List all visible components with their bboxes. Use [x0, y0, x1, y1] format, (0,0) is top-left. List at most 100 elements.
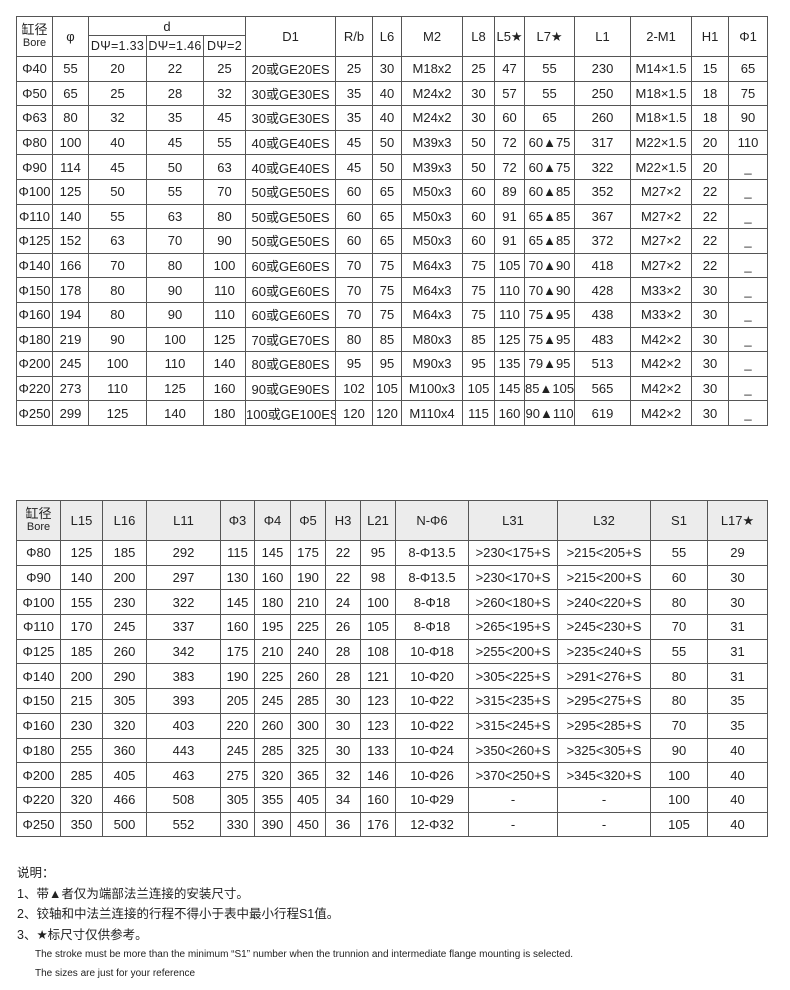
table-cell: 330	[220, 811, 255, 838]
table-cell: _	[728, 375, 769, 402]
table-cell: 60	[462, 203, 496, 230]
table-cell: 260	[574, 105, 632, 131]
table-cell: 175	[220, 638, 255, 665]
table-cell: 100或GE100ES	[245, 400, 337, 426]
table-cell: 260	[290, 663, 326, 690]
table-cell: 105	[360, 614, 396, 640]
header-col: Φ5	[290, 500, 326, 541]
table-cell: 65	[372, 203, 403, 230]
table-cell: 70▲90	[524, 277, 576, 303]
table-cell: 85	[372, 326, 403, 353]
table-cell: 45	[335, 154, 374, 180]
table-cell: 215	[60, 688, 103, 714]
table-row: Φ100 125 50 55 70 50或GE50ES 60 65 M50x3 60 89 60▲85…	[16, 178, 769, 205]
table-cell: 100	[360, 589, 396, 616]
table-cell: 8-Φ13.5	[395, 564, 469, 591]
table-cell: 443	[146, 737, 221, 764]
table-cell: 40或GE40ES	[245, 129, 337, 156]
table-cell: 60	[335, 203, 374, 230]
table-cell: 160	[220, 614, 255, 640]
table-cell: M50x3	[401, 178, 464, 205]
table-cell: 110	[146, 351, 204, 377]
table-cell: 450	[290, 811, 326, 838]
table-cell: 260	[102, 638, 147, 665]
table-cell: 30	[707, 564, 768, 591]
table-cell: M27×2	[630, 178, 693, 205]
table-cell: 110	[728, 129, 769, 156]
table-cell: 75▲95	[524, 326, 576, 353]
bore-cell: Φ125	[16, 638, 61, 665]
table-cell: 10-Φ29	[395, 786, 469, 813]
table-cell: 95	[462, 351, 496, 377]
table-cell: 75	[728, 80, 769, 107]
table-cell: M80x3	[401, 326, 464, 353]
table-cell: _	[728, 203, 769, 230]
table-cell: 30或GE30ES	[245, 105, 337, 131]
table-cell: 245	[102, 614, 147, 640]
table-cell: 63	[146, 203, 204, 230]
bore-cell: Φ180	[16, 737, 61, 764]
table-cell: 32	[202, 80, 247, 107]
table-cell: 30	[691, 326, 730, 353]
table-cell: 110	[88, 375, 147, 402]
table-cell: 45	[202, 105, 247, 131]
table-cell: 80	[650, 663, 708, 690]
table-row: Φ160 230 320 403 220 260 300 30 123 10-Φ22 >315<24…	[16, 712, 768, 739]
table-cell: -	[468, 811, 558, 838]
table-cell: 60或GE60ES	[245, 301, 337, 328]
table-cell: 110	[202, 277, 247, 303]
header-bore-cn: 缸径	[21, 22, 48, 37]
table-cell: 130	[220, 564, 255, 591]
table-cell: 80或GE80ES	[245, 351, 337, 377]
table-cell: 70	[202, 178, 247, 205]
table-cell: 35	[335, 80, 374, 107]
table-cell: 22	[325, 564, 361, 591]
table-cell: 8-Φ13.5	[395, 540, 469, 566]
table-cell: 8-Φ18	[395, 589, 469, 616]
table-cell: >295<285+S	[557, 712, 651, 739]
table-cell: >291<276+S	[557, 663, 651, 690]
table-cell: 225	[290, 614, 326, 640]
table-cell: 60	[335, 178, 374, 205]
table-cell: 230	[574, 56, 632, 82]
bore-cell: Φ110	[16, 614, 61, 640]
table-row: Φ125 152 63 70 90 50或GE50ES 60 65 M50x3 60 91 65▲85…	[16, 228, 769, 254]
table-row: Φ250 350 500 552 330 390 450 36 176 12-Φ32- -105 40	[16, 811, 768, 838]
bore-cell: Φ100	[16, 589, 61, 616]
table-cell: _	[728, 178, 769, 205]
table-cell: 100	[88, 351, 147, 377]
header-bore-en: Bore	[22, 37, 47, 49]
table-cell: 65	[524, 105, 576, 131]
table-cell: _	[728, 400, 769, 426]
table-cell: 125	[60, 540, 103, 566]
table-cell: M27×2	[630, 252, 693, 279]
table-row: Φ250 299 125 140 180 100或GE100ES 120 120 M110x4 1…	[16, 400, 769, 426]
table-cell: 35	[335, 105, 374, 131]
table-cell: M18x2	[401, 56, 464, 82]
header-col: L7★	[524, 16, 576, 57]
table-cell: 50或GE50ES	[245, 178, 337, 205]
table-cell: 40	[372, 105, 403, 131]
table-cell: >260<180+S	[468, 589, 558, 616]
header-col: L8	[462, 16, 496, 57]
table-cell: 160	[360, 786, 396, 813]
table-cell: 80	[88, 301, 147, 328]
bore-cell: Φ150	[16, 688, 61, 714]
note-item: 1、带▲者仅为端部法兰连接的安装尺寸。	[17, 886, 249, 901]
table-cell: 125	[494, 326, 526, 353]
note-english: The sizes are just for your reference	[35, 968, 196, 979]
table-row: Φ110 170 245 337 160 195 225 26 105 8-Φ18 >265<195…	[16, 614, 768, 640]
bore-cell: Φ80	[16, 129, 53, 156]
table-cell: 100	[650, 762, 708, 788]
table-cell: 30	[462, 105, 496, 131]
table-cell: _	[728, 277, 769, 303]
table-cell: 18	[691, 80, 730, 107]
table-cell: 305	[220, 786, 255, 813]
table-cell: 50	[372, 154, 403, 180]
table-cell: 190	[290, 564, 326, 591]
table-cell: 80	[88, 277, 147, 303]
table-row: Φ90 114 45 50 63 40或GE40ES 45 50 M39x3 50 72 60▲75 3…	[16, 154, 769, 180]
table-cell: 463	[146, 762, 221, 788]
table-cell: 72	[494, 154, 526, 180]
table-cell: 30	[372, 56, 403, 82]
